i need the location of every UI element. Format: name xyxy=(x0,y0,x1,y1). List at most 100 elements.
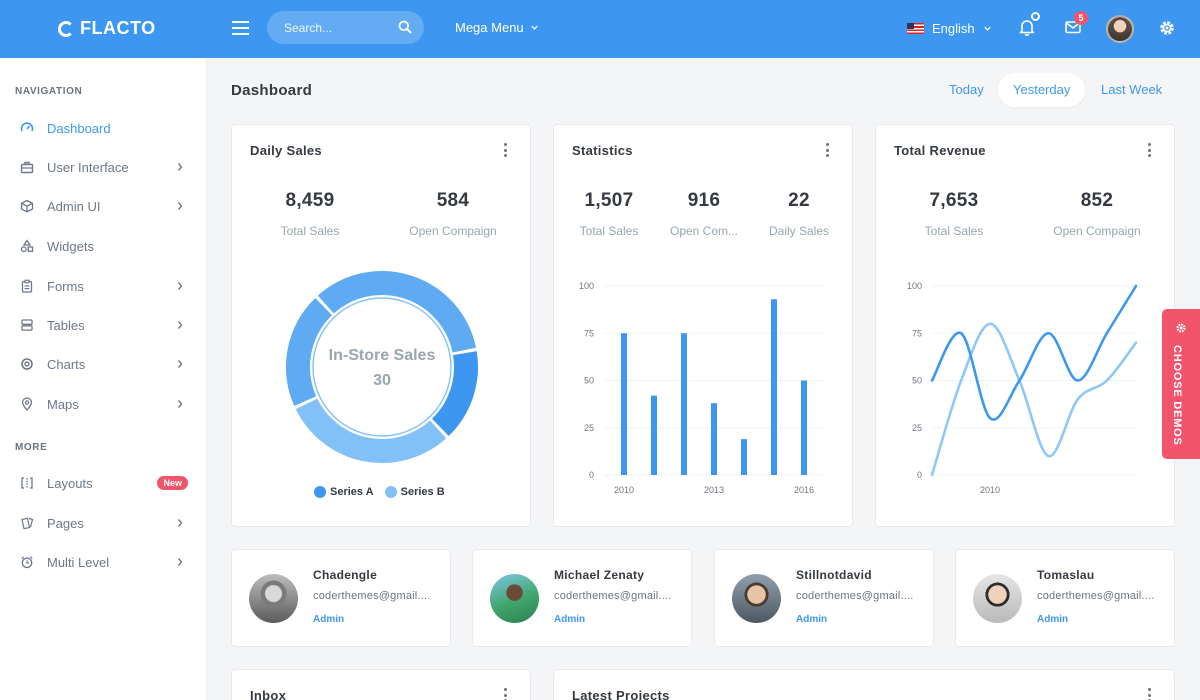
avatar xyxy=(249,574,298,623)
user-role-link[interactable]: Admin xyxy=(796,614,828,625)
mega-menu-label: Mega Menu xyxy=(455,20,524,35)
user-role-link[interactable]: Admin xyxy=(313,614,345,625)
shapes-icon xyxy=(20,239,34,253)
columns-icon xyxy=(20,476,34,490)
user-card[interactable]: Tomaslau coderthemes@gmail.... Admin xyxy=(955,549,1175,647)
more-vertical-icon[interactable] xyxy=(1148,143,1152,157)
stat-value: 1,507 xyxy=(584,190,634,211)
y-tick-label: 25 xyxy=(584,423,594,433)
bar xyxy=(711,403,717,475)
x-tick-label: 2013 xyxy=(704,485,724,495)
sidebar-item-user-interface[interactable]: User Interface xyxy=(0,149,206,185)
user-card[interactable]: Chadengle coderthemes@gmail.... Admin xyxy=(231,549,451,647)
user-avatar[interactable] xyxy=(1106,15,1134,43)
card-title: Total Revenue xyxy=(894,143,986,158)
settings-button[interactable] xyxy=(1158,19,1176,42)
sidebar-item-label: Layouts xyxy=(47,475,93,491)
user-card[interactable]: Stillnotdavid coderthemes@gmail.... Admi… xyxy=(714,549,934,647)
y-tick-label: 0 xyxy=(917,470,922,480)
chart-legend: Series A Series B xyxy=(314,486,445,498)
range-today-button[interactable]: Today xyxy=(949,82,984,97)
sidebar-item-widgets[interactable]: Widgets xyxy=(0,228,206,264)
messages-button[interactable]: 5 xyxy=(1064,11,1088,41)
sidebar-item-charts[interactable]: Charts xyxy=(0,346,206,382)
chevron-down-icon xyxy=(531,25,538,30)
y-tick-label: 75 xyxy=(584,328,594,338)
mega-menu-dropdown[interactable]: Mega Menu xyxy=(455,20,539,35)
more-vertical-icon[interactable] xyxy=(504,143,508,157)
series-line xyxy=(930,322,1138,477)
notifications-button[interactable] xyxy=(1018,12,1040,41)
more-vertical-icon[interactable] xyxy=(1148,688,1152,700)
stat-label: Total Sales xyxy=(579,224,639,238)
gear-icon xyxy=(1160,21,1174,35)
stat-label: Total Sales xyxy=(924,224,984,238)
sidebar-item-layouts[interactable]: Layouts New xyxy=(0,465,206,501)
language-selector[interactable]: English xyxy=(907,21,992,36)
choose-demos-button[interactable]: CHOOSE DEMOS xyxy=(1162,309,1200,459)
donut-center-label: In-Store Sales xyxy=(329,347,436,364)
legend-swatch xyxy=(314,486,326,498)
chevron-right-icon xyxy=(177,558,183,566)
y-tick-label: 0 xyxy=(589,470,594,480)
menu-toggle-icon[interactable] xyxy=(232,21,249,35)
cube-icon xyxy=(20,199,34,213)
legend-series-b[interactable]: Series B xyxy=(384,486,445,498)
user-role-link[interactable]: Admin xyxy=(1037,614,1069,625)
logo-icon xyxy=(58,20,74,37)
gear-icon xyxy=(1176,323,1186,333)
statistics-card: Statistics 1,507 Total Sales 916 Open Co… xyxy=(553,124,853,527)
sidebar-item-forms[interactable]: Forms xyxy=(0,268,206,304)
stat-open-compaign: 584 Open Compaign xyxy=(397,190,509,238)
bar xyxy=(741,439,747,475)
search-box xyxy=(267,11,424,44)
sidebar-item-admin-ui[interactable]: Admin UI xyxy=(0,188,206,224)
sidebar-item-label: Pages xyxy=(47,515,84,531)
mail-count-badge: 5 xyxy=(1074,11,1088,25)
more-vertical-icon[interactable] xyxy=(826,143,830,157)
search-input[interactable] xyxy=(267,11,387,44)
sidebar-item-multi-level[interactable]: Multi Level xyxy=(0,544,206,580)
sidebar-item-dashboard[interactable]: Dashboard xyxy=(0,110,206,146)
y-tick-label: 25 xyxy=(912,423,922,433)
chevron-right-icon xyxy=(177,360,183,368)
stat-label: Open Com... xyxy=(669,224,739,238)
y-tick-label: 75 xyxy=(912,328,922,338)
legend-swatch xyxy=(384,486,397,498)
donut-inner-ring xyxy=(312,297,452,437)
stat-total-sales: 7,653 Total Sales xyxy=(904,190,1004,238)
notification-dot xyxy=(1031,12,1040,21)
stat-total-sales: 8,459 Total Sales xyxy=(260,190,360,238)
y-tick-label: 50 xyxy=(912,376,922,386)
new-badge: New xyxy=(157,476,188,490)
range-last-week-button[interactable]: Last Week xyxy=(1101,82,1163,97)
sidebar-item-tables[interactable]: Tables xyxy=(0,307,206,343)
server-icon xyxy=(20,318,34,332)
x-tick-label: 2010 xyxy=(980,485,1000,495)
chevron-right-icon xyxy=(177,400,183,408)
stat-total-sales: 1,507 Total Sales xyxy=(568,190,650,238)
user-email: coderthemes@gmail.... xyxy=(313,590,431,602)
sidebar-item-pages[interactable]: Pages xyxy=(0,505,206,541)
sidebar-item-label: Admin UI xyxy=(47,198,101,214)
stat-label: Daily Sales xyxy=(768,224,830,238)
bar xyxy=(801,380,807,475)
donut-slice xyxy=(286,297,333,406)
range-yesterday-button[interactable]: Yesterday xyxy=(998,73,1086,107)
user-card[interactable]: Michael Zenaty coderthemes@gmail.... Adm… xyxy=(472,549,692,647)
stat-daily-sales: 22 Daily Sales xyxy=(757,190,841,238)
stat-value: 22 xyxy=(788,190,810,211)
more-vertical-icon[interactable] xyxy=(504,688,508,700)
search-icon[interactable] xyxy=(398,20,412,34)
y-tick-label: 50 xyxy=(584,376,594,386)
user-role-link[interactable]: Admin xyxy=(554,614,586,625)
user-name: Tomaslau xyxy=(1037,568,1095,582)
topbar: FLACTO Mega Menu English 5 xyxy=(0,0,1200,58)
brand-logo[interactable]: FLACTO xyxy=(58,18,156,39)
bar xyxy=(651,395,657,475)
user-name: Michael Zenaty xyxy=(554,568,645,582)
chevron-right-icon xyxy=(177,282,183,290)
legend-series-a[interactable]: Series A xyxy=(314,486,374,498)
user-email: coderthemes@gmail.... xyxy=(554,590,672,602)
sidebar-item-maps[interactable]: Maps xyxy=(0,386,206,422)
